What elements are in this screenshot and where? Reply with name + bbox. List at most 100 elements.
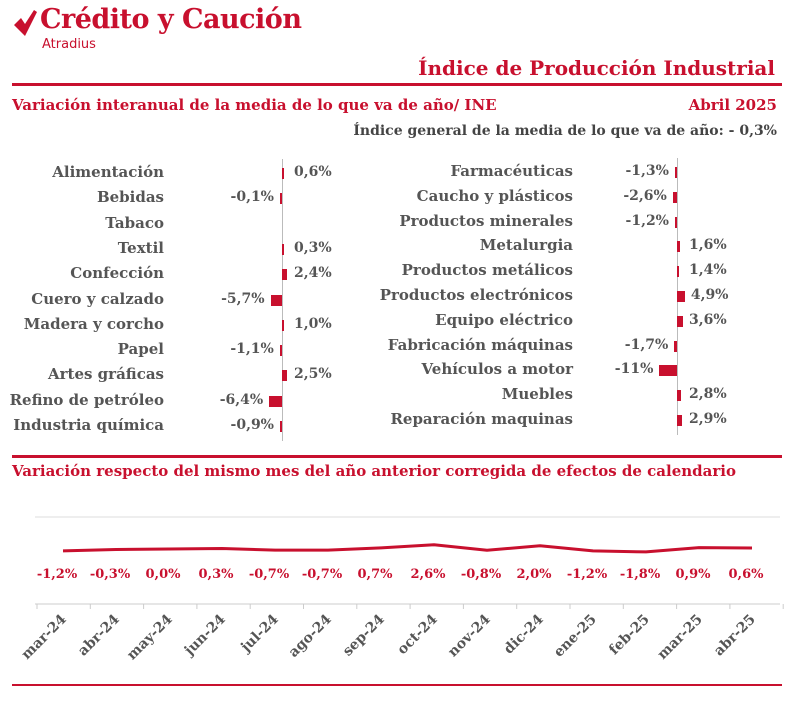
- bar: [269, 395, 282, 407]
- bar: [677, 266, 680, 278]
- general-index: Índice general de la media de lo que va …: [353, 123, 777, 139]
- x-tick-label: may-24: [124, 611, 176, 663]
- value-label: 2,4%: [294, 265, 332, 282]
- category-label: Alimentación: [52, 163, 164, 181]
- category-label: Confección: [70, 264, 164, 283]
- value-label: 2,5%: [294, 366, 332, 383]
- section1-title: Variación interanual de la media de lo q…: [12, 96, 497, 114]
- value-label: 1,4%: [689, 262, 727, 279]
- category-label: Bebidas: [96, 188, 164, 207]
- bar: [279, 345, 282, 357]
- data-label: 2,0%: [517, 567, 553, 582]
- category-label: Muebles: [501, 385, 573, 404]
- title-rule: [12, 83, 782, 86]
- data-label: -0,7%: [302, 567, 343, 582]
- value-label: 3,6%: [689, 311, 727, 328]
- category-label: Reparación maquinas: [390, 410, 573, 428]
- bar: [282, 168, 284, 179]
- bar: [282, 370, 287, 382]
- value-label: 1,0%: [294, 315, 332, 332]
- category-label: Farmacéuticas: [450, 162, 573, 180]
- bar: [282, 319, 284, 331]
- bar: [672, 191, 677, 203]
- category-label: Productos electrónicos: [379, 286, 573, 304]
- data-label: -1,2%: [567, 567, 608, 582]
- x-tick-label: mar-24: [19, 611, 70, 662]
- bar: [677, 291, 685, 302]
- x-tick-label: abr-24: [75, 611, 123, 659]
- data-label: -0,8%: [461, 567, 502, 582]
- x-tick-label: mar-25: [655, 612, 706, 663]
- x-tick-label: ago-24: [286, 611, 335, 660]
- data-label: 0,7%: [358, 567, 394, 582]
- brand-name: Crédito y Caución: [40, 4, 302, 35]
- data-label: 0,0%: [146, 567, 182, 582]
- x-tick-label: nov-24: [445, 611, 494, 660]
- bar: [270, 294, 282, 306]
- value-label: -1,2%: [625, 212, 669, 229]
- value-label: -1,7%: [624, 336, 669, 353]
- category-label: Fabricación máquinas: [387, 335, 573, 354]
- value-label: 0,6%: [294, 164, 332, 180]
- data-label: -1,2%: [37, 567, 78, 582]
- x-tick-label: abr-25: [711, 612, 759, 660]
- data-label: -0,7%: [249, 567, 290, 582]
- value-label: -6,4%: [219, 391, 264, 408]
- value-label: -0,9%: [230, 417, 274, 433]
- x-tick-label: oct-24: [394, 611, 441, 658]
- atradius-checkmark-icon: [14, 10, 37, 36]
- x-tick-label: sep-24: [340, 611, 388, 659]
- bar: [677, 390, 682, 402]
- x-tick-label: jun-24: [180, 611, 229, 660]
- bar-axis: [282, 159, 283, 442]
- bar: [675, 216, 677, 228]
- category-label: Artes gráficas: [48, 365, 164, 384]
- bar: [677, 241, 680, 253]
- category-label: Industria química: [13, 416, 164, 434]
- bar: [677, 315, 683, 327]
- section-divider: [12, 455, 782, 458]
- value-label: -1,3%: [625, 163, 669, 179]
- x-tick-label: feb-25: [606, 612, 653, 659]
- value-label: 1,6%: [689, 237, 727, 254]
- bar: [280, 193, 282, 205]
- data-label: 0,9%: [676, 567, 712, 582]
- data-label: 2,6%: [411, 567, 447, 582]
- value-label: 4,9%: [690, 287, 729, 303]
- category-label: Vehículos a motor: [421, 360, 573, 379]
- value-label: 2,8%: [689, 386, 727, 403]
- x-tick-label: jul-24: [237, 611, 282, 656]
- value-label: -0,1%: [230, 189, 274, 206]
- value-label: -1,1%: [230, 341, 274, 358]
- category-label: Equipo eléctrico: [435, 310, 573, 329]
- category-label: Madera y corcho: [23, 314, 164, 333]
- bar: [280, 421, 282, 432]
- page-title: Índice de Producción Industrial: [418, 56, 775, 80]
- data-label: 0,3%: [199, 567, 235, 582]
- section1-date: Abril 2025: [688, 96, 777, 114]
- bar: [282, 243, 284, 255]
- bottom-rule: [12, 684, 782, 686]
- bar: [659, 365, 677, 377]
- category-label: Textil: [117, 238, 164, 257]
- brand-subtitle: Atradius: [42, 37, 96, 52]
- category-label: Productos minerales: [399, 211, 573, 230]
- category-label: Productos metálicos: [401, 261, 573, 280]
- value-label: 2,9%: [689, 411, 727, 427]
- value-label: 0,3%: [294, 239, 332, 256]
- x-tick-label: dic-24: [501, 611, 547, 657]
- value-label: -2,6%: [623, 187, 667, 204]
- x-tick-label: ene-25: [551, 612, 600, 661]
- value-label: -11%: [614, 361, 654, 378]
- category-label: Metalurgia: [479, 236, 573, 255]
- bar: [282, 269, 287, 281]
- bar: [674, 340, 677, 352]
- category-label: Tabaco: [105, 213, 164, 232]
- value-label: -5,7%: [221, 290, 265, 307]
- series-line: [62, 543, 753, 554]
- category-label: Cuero y calzado: [31, 289, 164, 308]
- category-label: Caucho y plásticos: [416, 186, 573, 205]
- data-label: 0,6%: [729, 567, 765, 582]
- bar: [674, 167, 677, 178]
